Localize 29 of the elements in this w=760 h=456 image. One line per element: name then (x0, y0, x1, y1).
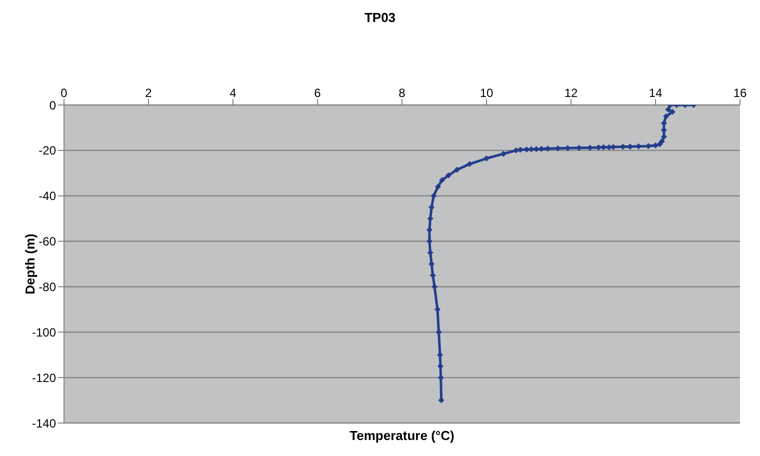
y-tick-label: -80 (38, 280, 56, 294)
point (663, 113, 670, 120)
y-tick-label: -100 (32, 325, 56, 340)
y-axis-title: Depth (m) (22, 234, 38, 294)
x-tick-label: 16 (733, 86, 747, 100)
x-tick-label: 0 (60, 86, 68, 100)
chart-title: TP03 (363, 10, 397, 25)
x-tick-label: 2 (145, 86, 152, 100)
point (500, 150, 506, 157)
point (484, 155, 490, 162)
point (669, 108, 676, 115)
x-tick-label: 14 (648, 86, 662, 100)
x-axis-title: Temperature (°C) (348, 428, 456, 443)
point (454, 166, 460, 173)
x-tick-label: 4 (230, 86, 237, 100)
point (445, 172, 452, 178)
point (439, 176, 446, 183)
y-tick-label: -20 (38, 144, 56, 158)
y-tick-label: -140 (32, 416, 56, 430)
point (434, 184, 441, 190)
y-tick-label: -120 (32, 370, 56, 385)
x-tick-label: 6 (314, 86, 322, 100)
x-tick-label: 12 (564, 86, 578, 100)
x-tick-label: 8 (398, 86, 406, 100)
y-tick-label: 0 (49, 98, 56, 112)
point (665, 106, 672, 113)
y-tick-label: -60 (38, 234, 56, 249)
y-tick-label: -40 (38, 189, 56, 204)
x-tick-label: 10 (480, 86, 494, 100)
